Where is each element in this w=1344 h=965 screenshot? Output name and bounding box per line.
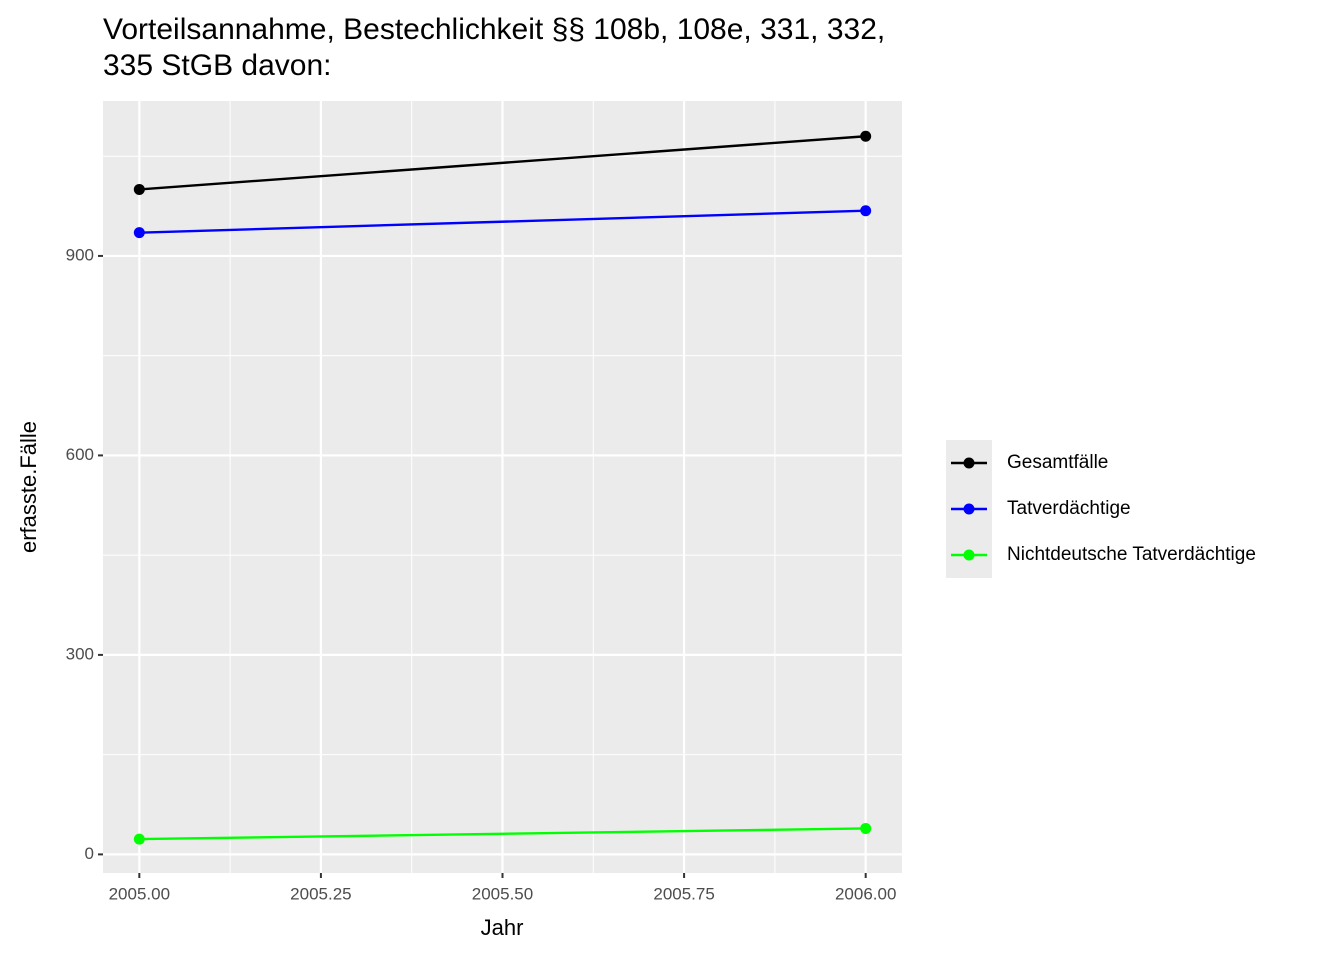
legend-key-point <box>963 457 975 469</box>
point <box>860 822 872 834</box>
y-tick-label: 600 <box>66 445 94 464</box>
point <box>860 205 872 217</box>
x-axis-title: Jahr <box>481 915 524 940</box>
legend-key-point <box>963 549 975 561</box>
x-tick-label: 2005.75 <box>653 884 714 903</box>
chart-title: Vorteilsannahme, Bestechlichkeit §§ 108b… <box>103 13 885 46</box>
x-tick-label: 2005.50 <box>472 884 533 903</box>
y-tick-label: 0 <box>85 844 94 863</box>
y-axis-title: erfasste.Fälle <box>16 421 41 553</box>
line <box>139 209 866 234</box>
y-tick-label: 900 <box>66 245 94 264</box>
x-tick-label: 2005.00 <box>109 884 170 903</box>
x-tick-label: 2005.25 <box>290 884 351 903</box>
point <box>133 227 145 239</box>
legend-label: Nichtdeutsche Tatverdächtige <box>1007 544 1256 565</box>
point <box>133 833 145 845</box>
point <box>133 183 145 195</box>
line <box>139 827 866 841</box>
legend-key-point <box>963 503 975 515</box>
point <box>860 130 872 142</box>
chart-title: 335 StGB davon: <box>103 49 332 82</box>
y-tick-label: 300 <box>66 644 94 663</box>
legend-label: Tatverdächtige <box>1007 498 1131 519</box>
legend-label: Gesamtfälle <box>1007 452 1108 473</box>
line <box>139 135 866 191</box>
x-tick-label: 2006.00 <box>835 884 896 903</box>
